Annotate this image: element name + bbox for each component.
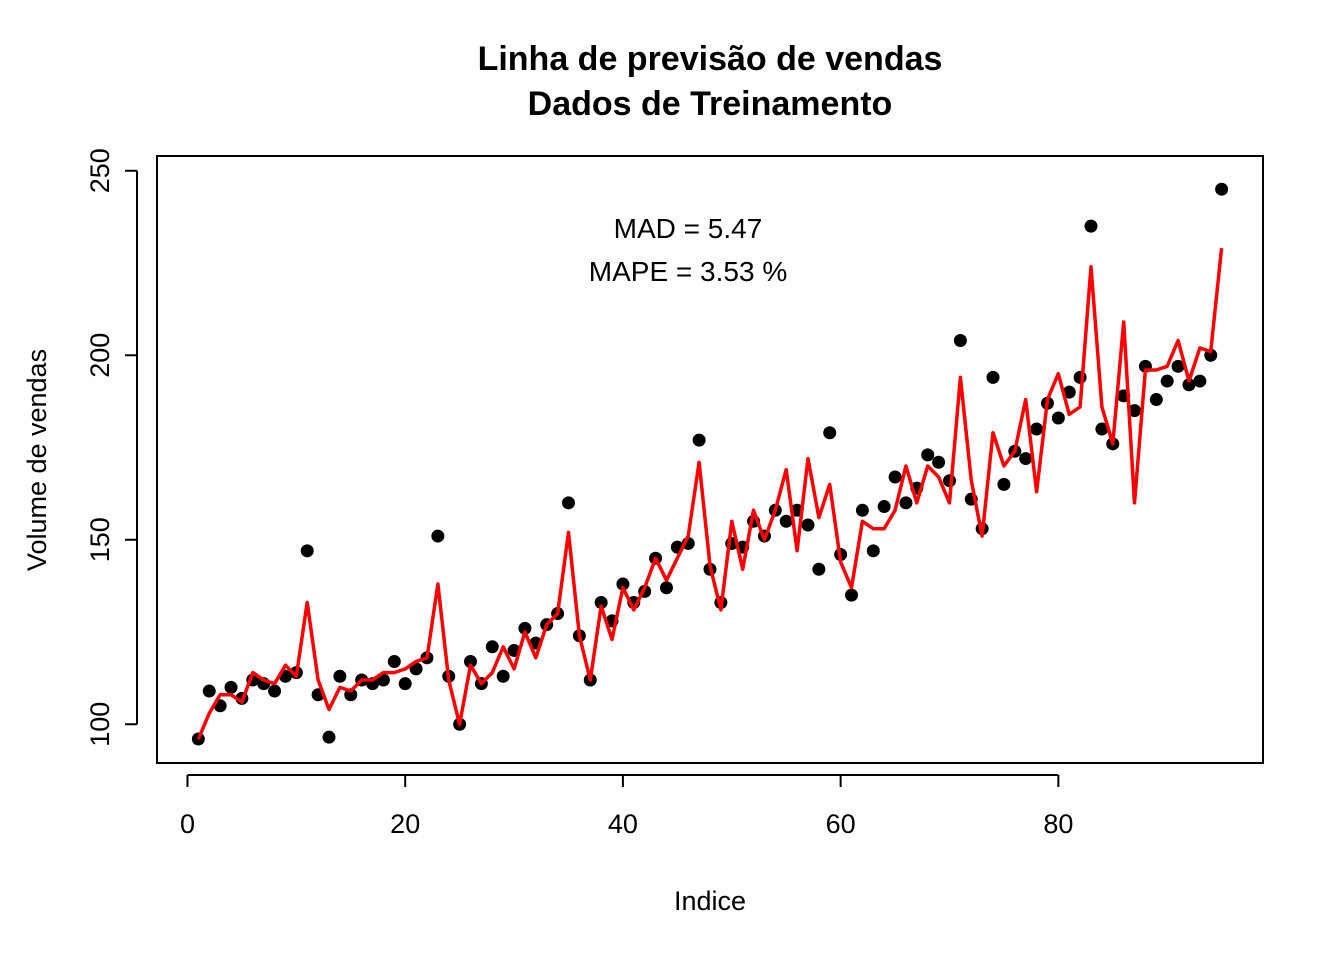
y-tick-label: 150: [85, 517, 115, 562]
data-point: [899, 496, 913, 510]
data-point: [888, 470, 902, 484]
mad-annotation: MAD = 5.47: [614, 213, 763, 244]
chart-title-group: Linha de previsão de vendas Dados de Tre…: [478, 40, 943, 123]
data-point: [1095, 422, 1109, 436]
data-point: [1182, 378, 1196, 392]
chart-subtitle: Dados de Treinamento: [528, 85, 893, 123]
data-point: [464, 655, 478, 669]
data-point: [1084, 219, 1098, 233]
data-point: [496, 669, 510, 683]
data-point: [1193, 374, 1207, 388]
data-point: [986, 370, 1000, 384]
chart-title: Linha de previsão de vendas: [478, 40, 943, 78]
data-point: [518, 621, 532, 635]
x-tick-label: 40: [608, 809, 638, 839]
data-point: [1030, 422, 1044, 436]
data-point: [1019, 452, 1033, 466]
data-point: [224, 680, 238, 694]
plot-frame: [156, 155, 1264, 764]
x-tick-label: 80: [1043, 809, 1073, 839]
actual-points-series: [191, 182, 1229, 746]
data-point: [812, 562, 826, 576]
data-point: [1062, 385, 1076, 399]
data-point: [659, 581, 673, 595]
y-axis: 100 150 200 250: [85, 148, 138, 747]
data-point: [801, 518, 815, 532]
data-point: [191, 732, 205, 746]
data-point: [1171, 359, 1185, 373]
data-point: [779, 514, 793, 528]
x-tick-label: 60: [826, 809, 856, 839]
y-tick-label: 100: [85, 702, 115, 747]
x-tick-label: 0: [180, 809, 195, 839]
mape-annotation: MAPE = 3.53 %: [589, 256, 787, 287]
x-axis: 0 20 40 60 80: [180, 774, 1073, 839]
data-point: [1051, 411, 1065, 425]
data-point: [1160, 374, 1174, 388]
data-point: [561, 496, 575, 510]
x-tick-label: 20: [390, 809, 420, 839]
data-point: [866, 544, 880, 558]
data-point: [594, 595, 608, 609]
data-point: [855, 503, 869, 517]
data-point: [485, 640, 499, 654]
forecast-line: [196, 248, 1224, 740]
data-point: [431, 529, 445, 543]
data-point: [202, 684, 216, 698]
data-point: [1128, 404, 1142, 418]
data-point: [877, 500, 891, 514]
data-point: [300, 544, 314, 558]
data-point: [1073, 370, 1087, 384]
y-tick-label: 200: [85, 333, 115, 378]
y-axis-label: Volume de vendas: [22, 349, 52, 571]
data-point: [823, 426, 837, 440]
forecast-line-series: [196, 248, 1224, 740]
data-point: [953, 333, 967, 347]
data-point: [333, 669, 347, 683]
data-point: [692, 433, 706, 447]
y-tick-label: 250: [85, 148, 115, 193]
data-point: [921, 448, 935, 462]
data-point: [1149, 393, 1163, 407]
data-point: [387, 655, 401, 669]
metrics-annotations: MAD = 5.47 MAPE = 3.53 %: [589, 213, 787, 287]
x-axis-label: Indice: [674, 886, 746, 916]
data-point: [1215, 182, 1229, 196]
data-point: [398, 677, 412, 691]
data-point: [932, 455, 946, 469]
data-point: [268, 684, 282, 698]
data-point: [322, 730, 336, 744]
data-point: [997, 477, 1011, 491]
data-point: [616, 577, 630, 591]
data-point: [845, 588, 859, 602]
